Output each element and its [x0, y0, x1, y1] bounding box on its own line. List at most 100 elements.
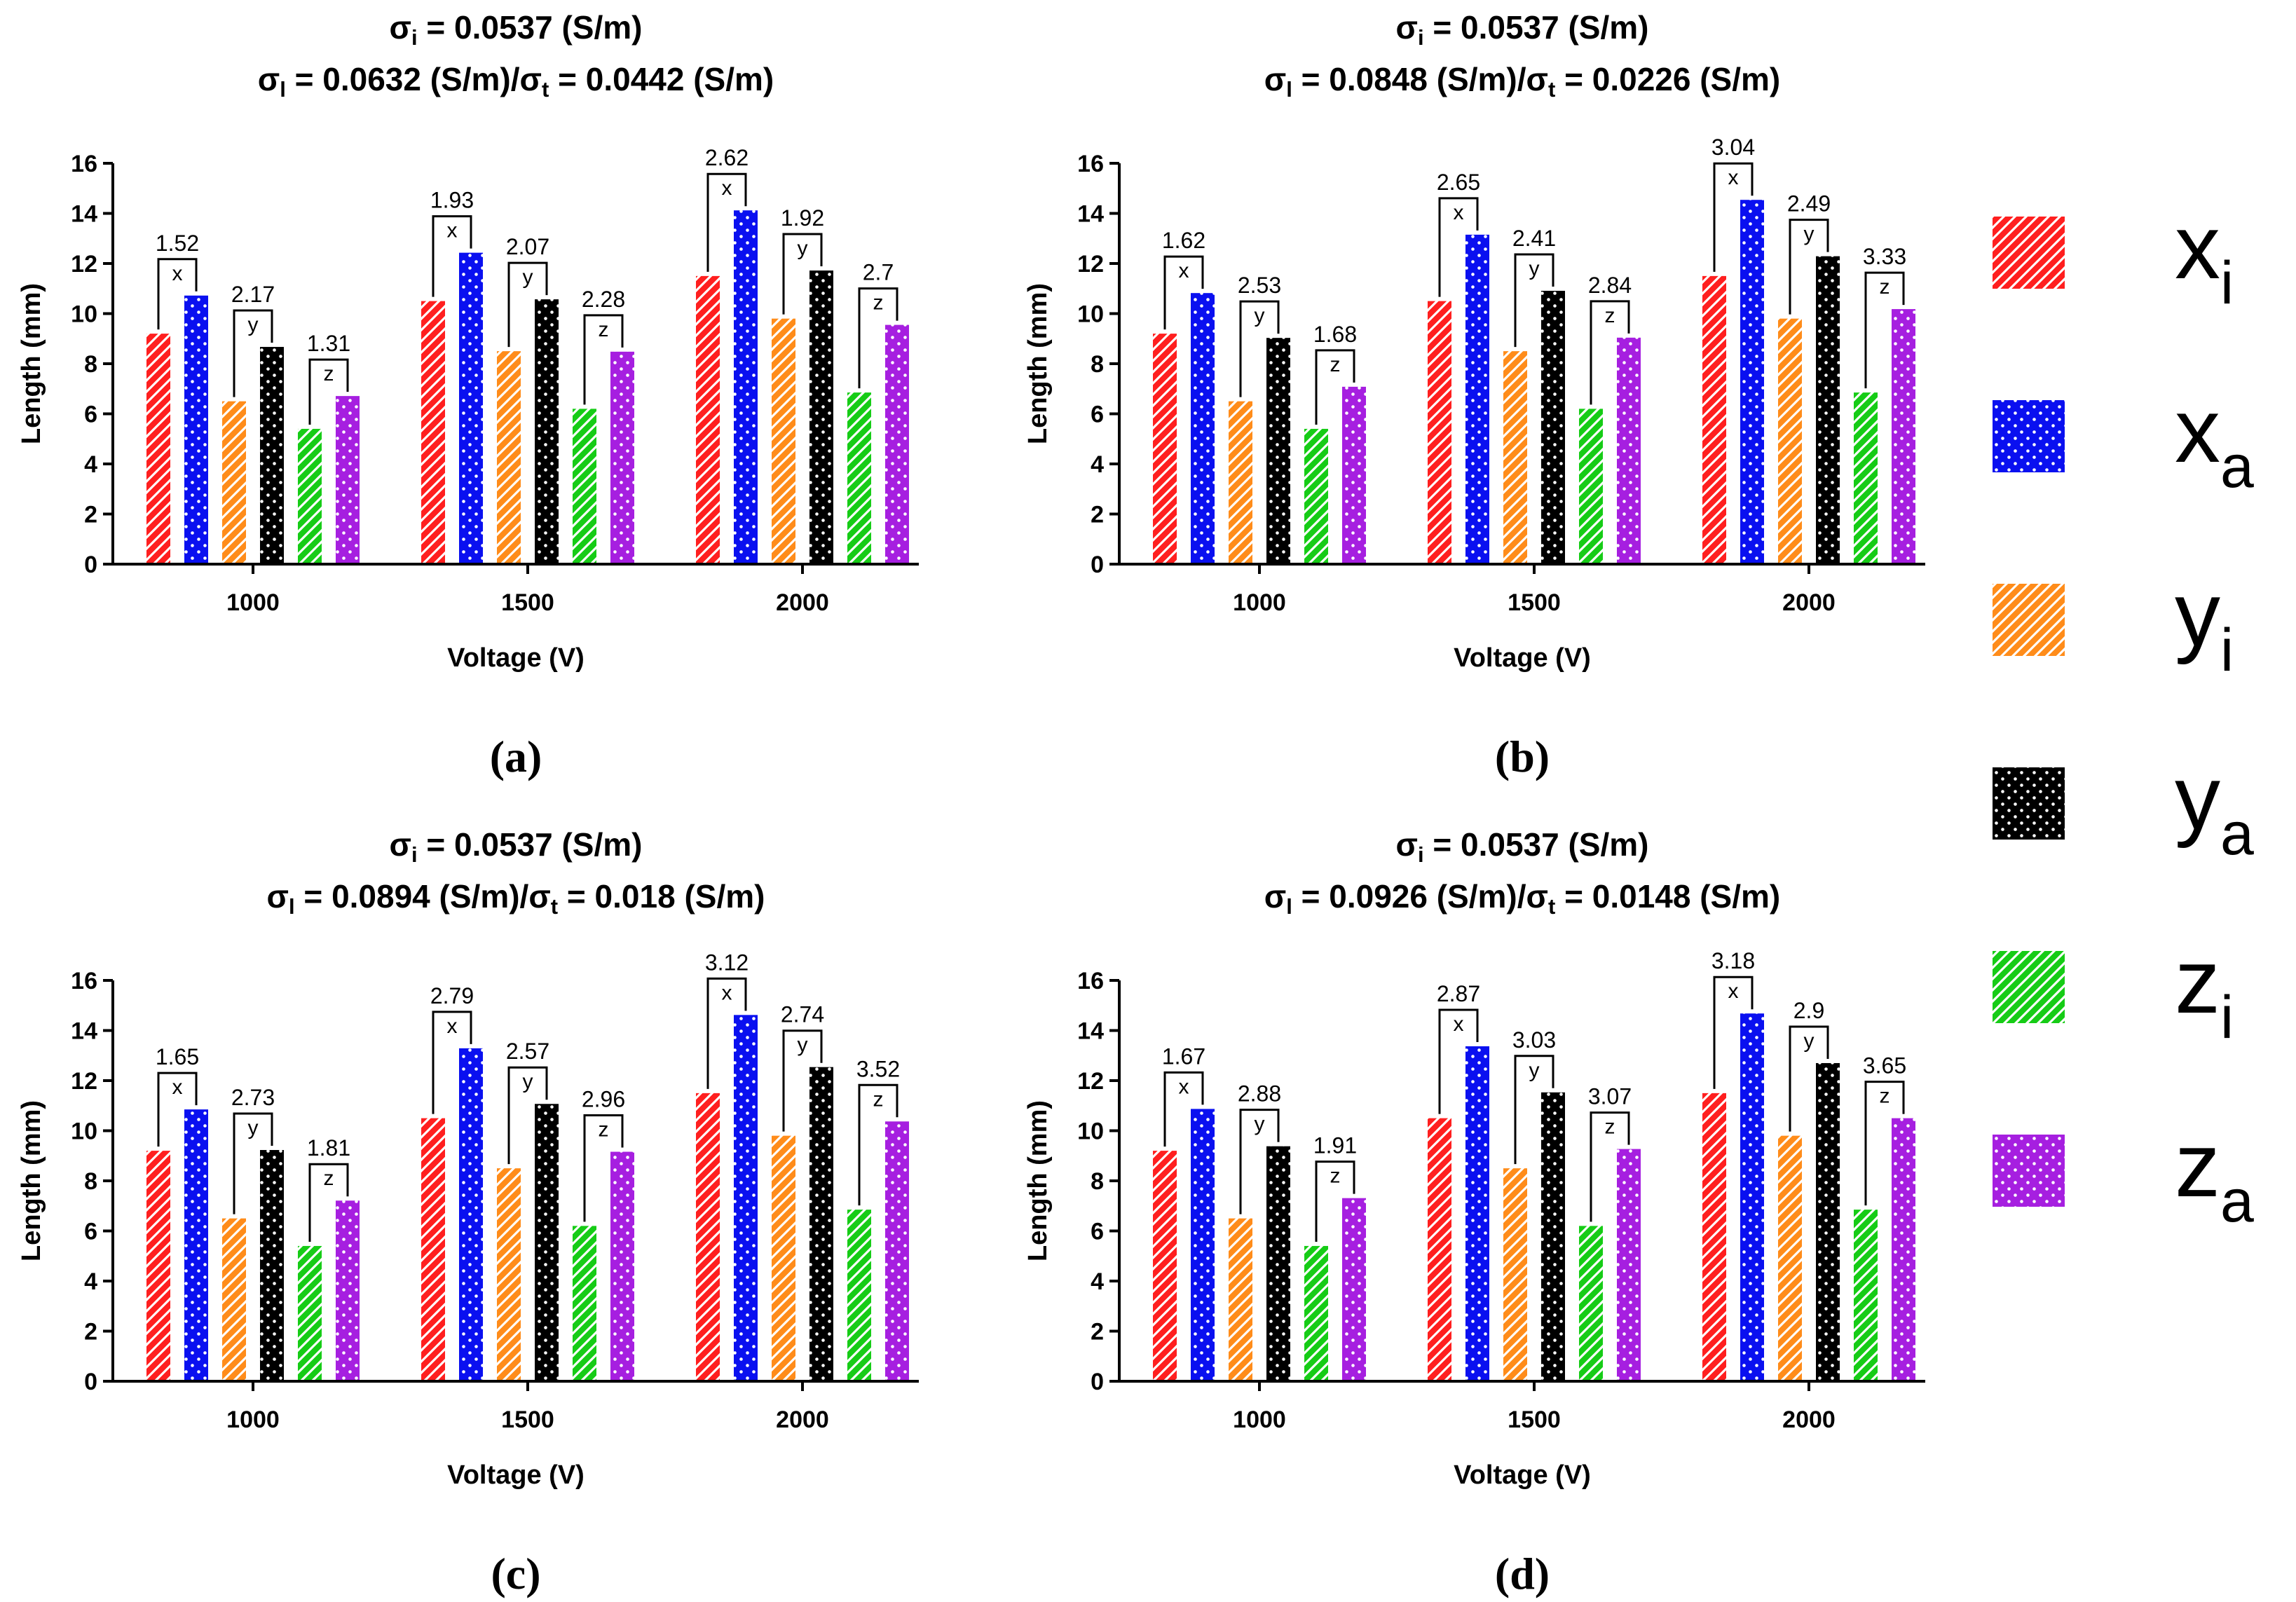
difference-label-x-2000: 2.62 [705, 145, 749, 170]
bracket-letter-z-1000: z [1330, 1165, 1341, 1188]
bracket-letter-x-1000: x [1179, 1075, 1189, 1098]
y-tick-label: 2 [84, 1319, 97, 1346]
bracket-y-2000 [1789, 1025, 1829, 1132]
bracket-letter-z-1500: z [599, 318, 609, 341]
bar-za-1500 [1617, 1149, 1641, 1381]
chart-title-line1: σi = 0.0537 (S/m) [1396, 9, 1649, 50]
bar-za-1000 [336, 396, 360, 564]
bar-yi-1500 [1503, 1168, 1527, 1381]
bracket-letter-z-2000: z [873, 292, 884, 315]
bar-zi-1500 [1579, 409, 1603, 564]
difference-label-z-2000: 3.52 [856, 1056, 900, 1081]
y-tick-label: 8 [1091, 351, 1104, 378]
bar-ya-2000 [809, 1067, 833, 1381]
chart-title-line1: σi = 0.0537 (S/m) [390, 9, 643, 50]
bar-yi-1000 [222, 1218, 246, 1381]
difference-label-x-1000: 1.62 [1162, 228, 1205, 253]
bar-xi-2000 [696, 275, 720, 564]
x-tick-label: 2000 [1782, 589, 1836, 616]
y-tick-label: 4 [1091, 451, 1104, 478]
y-tick-label: 0 [1091, 552, 1104, 578]
y-tick-label: 14 [71, 201, 97, 228]
bracket-letter-x-1000: x [1179, 259, 1189, 282]
x-tick-label: 2000 [1782, 1406, 1836, 1433]
difference-label-x-1000: 1.67 [1162, 1043, 1205, 1069]
y-tick-label: 0 [84, 552, 97, 578]
bracket-x-2000 [1713, 975, 1754, 1089]
difference-label-y-2000: 2.74 [781, 1002, 824, 1027]
difference-label-z-2000: 3.33 [1863, 244, 1906, 269]
bar-za-2000 [885, 324, 909, 564]
bar-yi-1000 [222, 401, 246, 564]
bracket-letter-y-2000: y [1804, 1029, 1815, 1053]
bar-za-1500 [610, 351, 634, 564]
bracket-letter-x-1500: x [447, 219, 458, 242]
bracket-y-1500 [507, 1066, 548, 1165]
y-tick-label: 2 [1091, 1319, 1104, 1346]
difference-label-z-1500: 2.84 [1588, 273, 1632, 298]
bracket-z-1500 [583, 1114, 624, 1222]
bracket-letter-y-1000: y [248, 313, 259, 336]
bracket-letter-z-2000: z [1880, 1085, 1890, 1108]
bar-xi-1000 [1153, 334, 1177, 564]
difference-label-z-1500: 2.96 [582, 1087, 625, 1112]
bar-xa-1500 [459, 252, 483, 564]
bracket-letter-z-2000: z [1880, 275, 1890, 299]
bar-xi-1500 [1428, 301, 1451, 564]
x-axis-title: Voltage (V) [447, 643, 585, 673]
legend-label-yi: yi [2175, 563, 2234, 684]
bracket-x-1000 [1163, 255, 1204, 330]
bracket-z-2000 [858, 287, 898, 389]
bracket-x-1500 [1438, 197, 1479, 297]
chart-title-line2: σl = 0.0632 (S/m)/σt = 0.0442 (S/m) [258, 61, 774, 102]
difference-label-y-2000: 2.9 [1793, 998, 1824, 1023]
y-tick-label: 2 [1091, 502, 1104, 528]
bracket-letter-x-1000: x [172, 1076, 183, 1099]
y-tick-label: 0 [84, 1369, 97, 1395]
bar-zi-2000 [1854, 392, 1878, 564]
difference-label-y-1000: 2.17 [231, 282, 275, 307]
bracket-z-1000 [1315, 349, 1355, 425]
panel-label: (d) [1495, 1549, 1550, 1598]
bar-zi-2000 [847, 1210, 871, 1381]
chart-title-line2: σl = 0.0894 (S/m)/σt = 0.018 (S/m) [267, 878, 765, 919]
y-axis-title: Length (mm) [1023, 283, 1053, 444]
y-tick-label: 12 [71, 251, 97, 278]
bracket-x-1000 [1163, 1071, 1204, 1147]
bar-xi-1000 [146, 1151, 170, 1381]
difference-label-y-1500: 3.03 [1512, 1027, 1556, 1053]
difference-label-y-1500: 2.41 [1512, 226, 1556, 251]
y-tick-label: 16 [71, 151, 97, 177]
y-tick-label: 2 [84, 502, 97, 528]
bracket-z-1000 [308, 1163, 349, 1242]
bracket-y-1000 [233, 1112, 273, 1214]
x-tick-label: 1500 [501, 589, 554, 616]
legend-swatch-zi [1993, 951, 2065, 1023]
legend-swatch-xa [1993, 400, 2065, 472]
y-tick-label: 6 [1091, 1219, 1104, 1245]
x-axis-title: Voltage (V) [1454, 1460, 1591, 1490]
bracket-y-2000 [1789, 219, 1829, 315]
difference-label-z-2000: 3.65 [1863, 1053, 1906, 1079]
bar-za-1000 [1342, 386, 1366, 564]
difference-label-z-1000: 1.68 [1313, 322, 1357, 347]
y-tick-label: 16 [1077, 151, 1104, 177]
bracket-x-2000 [1713, 162, 1754, 272]
bar-ya-2000 [1816, 1062, 1840, 1381]
y-tick-label: 16 [71, 968, 97, 994]
difference-label-z-1000: 1.81 [307, 1135, 350, 1161]
bar-ya-1000 [260, 347, 284, 564]
bracket-x-2000 [706, 172, 747, 272]
bracket-z-2000 [858, 1083, 898, 1206]
bracket-letter-x-2000: x [722, 177, 732, 200]
x-tick-label: 1000 [226, 589, 280, 616]
bracket-x-1500 [432, 215, 472, 297]
legend-item-xa: xa [1993, 379, 2254, 500]
y-tick-label: 12 [71, 1068, 97, 1095]
legend-label-za: za [2175, 1114, 2254, 1235]
bar-yi-2000 [1778, 318, 1802, 564]
bar-xa-1500 [1465, 234, 1489, 564]
bracket-y-2000 [782, 233, 823, 315]
difference-label-z-1500: 2.28 [582, 287, 625, 312]
bracket-z-1000 [308, 358, 349, 425]
